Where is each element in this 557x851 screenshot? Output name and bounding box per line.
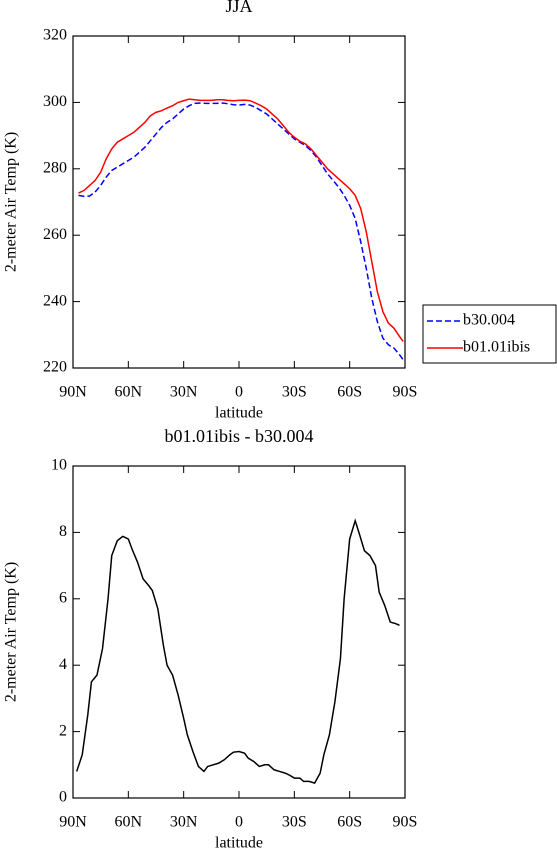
- y-tick-label: 0: [59, 789, 67, 806]
- legend-label: b30.004: [463, 312, 515, 329]
- plot-frame: [72, 35, 406, 369]
- y-tick-label: 280: [43, 159, 67, 176]
- x-tick-label: 0: [235, 384, 243, 401]
- x-tick-label: 60N: [115, 814, 143, 831]
- x-tick-label: 60N: [115, 384, 143, 401]
- x-tick-label: 30S: [282, 814, 307, 831]
- y-tick-label: 240: [43, 292, 67, 309]
- y-axis-label: 2-meter Air Temp (K): [3, 132, 20, 272]
- data-line: [78, 102, 404, 361]
- x-tick-label: 30S: [282, 384, 307, 401]
- x-axis-label: latitude: [215, 835, 263, 851]
- data-line: [75, 518, 400, 784]
- y-tick-label: 4: [59, 656, 67, 673]
- y-tick-label: 10: [51, 457, 67, 474]
- y-tick-label: 6: [59, 589, 67, 606]
- y-tick-label: 220: [43, 359, 67, 376]
- x-tick-label: 90S: [393, 384, 418, 401]
- x-tick-label: 90S: [393, 814, 418, 831]
- y-tick-label: 2: [59, 722, 67, 739]
- x-tick-label: 0: [235, 814, 243, 831]
- x-tick-label: 30N: [170, 384, 198, 401]
- y-tick-label: 300: [43, 93, 67, 110]
- y-tick-label: 320: [43, 27, 67, 44]
- x-tick-label: 90N: [59, 814, 87, 831]
- y-tick-label: 260: [43, 226, 67, 243]
- chart-title: b01.01ibis - b30.004: [164, 426, 313, 446]
- data-line: [78, 98, 404, 342]
- plot-frame: [72, 465, 406, 799]
- legend-label: b01.01ibis: [463, 339, 530, 356]
- x-tick-label: 30N: [170, 814, 198, 831]
- x-tick-label: 60S: [337, 814, 362, 831]
- x-tick-label: 60S: [337, 384, 362, 401]
- x-tick-label: 90N: [59, 384, 87, 401]
- y-tick-label: 8: [59, 523, 67, 540]
- y-axis-label: 2-meter Air Temp (K): [3, 562, 20, 702]
- x-axis-label: latitude: [215, 405, 263, 422]
- chart-title: JJA: [225, 0, 252, 16]
- legend-box: [422, 304, 557, 364]
